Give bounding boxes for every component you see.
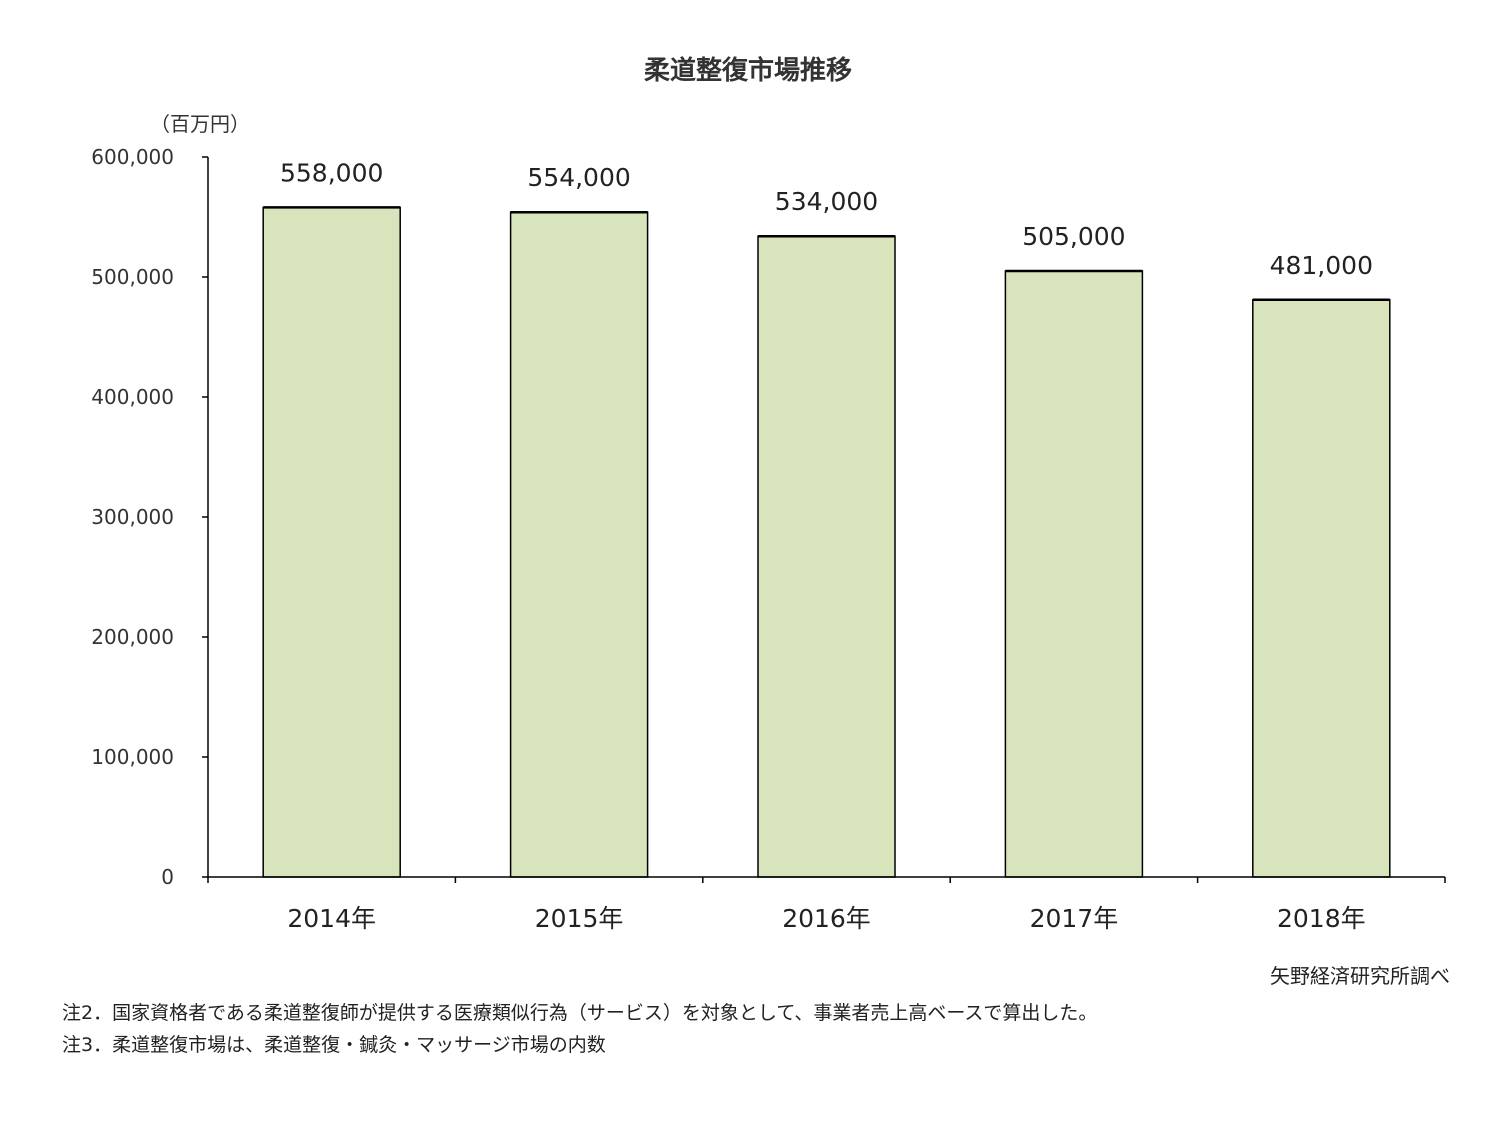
bar-5 <box>1252 299 1391 878</box>
data-label-1: 558,000 <box>280 158 383 187</box>
x-tick-label-5: 2018年 <box>1277 904 1366 933</box>
y-tick-label-4: 400,000 <box>91 385 174 409</box>
y-tick-label-5: 500,000 <box>91 265 174 289</box>
data-label-2: 554,000 <box>527 163 630 192</box>
bar-3 <box>757 235 896 878</box>
x-tick-label-1: 2014年 <box>287 904 376 933</box>
bar-2 <box>509 211 649 878</box>
x-tick-label-3: 2016年 <box>782 904 871 933</box>
chart-title: 柔道整復市場推移 <box>643 56 852 86</box>
data-label-3: 534,000 <box>775 187 878 216</box>
y-axis-unit-label: （百万円） <box>150 112 250 136</box>
bar-1 <box>262 206 401 878</box>
x-tick-label-2: 2015年 <box>535 904 624 933</box>
y-tick-label-0: 0 <box>161 865 174 889</box>
data-label-5: 481,000 <box>1270 251 1373 280</box>
bar-4 <box>1004 270 1144 878</box>
footnote-2: 注2．国家資格者である柔道整復師が提供する医療類似行為（サービス）を対象として、… <box>62 1002 1098 1024</box>
y-tick-label-1: 100,000 <box>91 745 174 769</box>
y-tick-label-6: 600,000 <box>91 145 174 169</box>
y-tick-label-2: 200,000 <box>91 625 174 649</box>
footnote-3: 注3．柔道整復市場は、柔道整復・鍼灸・マッサージ市場の内数 <box>62 1034 606 1056</box>
x-tick-label-4: 2017年 <box>1030 904 1119 933</box>
source-credit: 矢野経済研究所調べ <box>1270 964 1450 988</box>
y-tick-label-3: 300,000 <box>91 505 174 529</box>
data-label-4: 505,000 <box>1022 222 1125 251</box>
